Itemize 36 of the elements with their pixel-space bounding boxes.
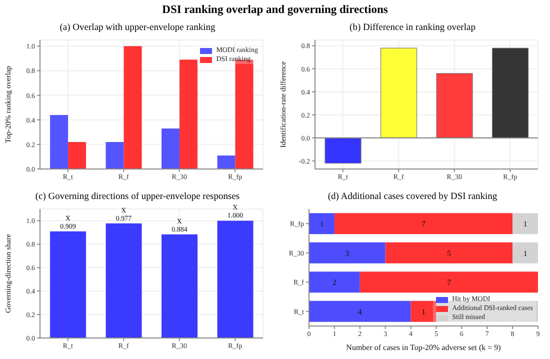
bar xyxy=(512,242,538,264)
data-label: 1 xyxy=(523,220,528,229)
data-label: 2 xyxy=(332,278,336,288)
chart-title: (d) Additional cases covered by DSI ranking xyxy=(326,192,498,202)
chart-title: (c) Governing directions of upper-envelope responses xyxy=(34,192,241,202)
bar xyxy=(385,242,513,264)
bar xyxy=(106,223,142,338)
data-label: 1 xyxy=(523,248,528,258)
data-label: 7 xyxy=(422,220,426,229)
bar xyxy=(309,300,411,322)
bar xyxy=(50,114,68,169)
text: DSI ranking overlap and governing directions xyxy=(161,3,389,18)
bar xyxy=(162,234,198,338)
bar xyxy=(309,213,334,234)
bar xyxy=(334,213,513,234)
chart-title: (a) Overlap with upper-envelope ranking xyxy=(58,23,216,33)
bar xyxy=(162,128,180,169)
x-axis-title: Number of cases in Top-20% adverse set (k = 9) xyxy=(346,343,502,352)
bar xyxy=(309,272,360,293)
bar xyxy=(106,142,124,169)
bar xyxy=(124,46,142,169)
data-label: 4 xyxy=(358,307,362,316)
data-label: 5 xyxy=(446,248,451,258)
bar xyxy=(68,142,86,169)
bar xyxy=(50,231,86,338)
bar xyxy=(360,272,538,293)
bar xyxy=(217,220,254,338)
data-label: 1 xyxy=(422,307,426,316)
bar xyxy=(512,213,538,234)
bar xyxy=(217,155,236,169)
data-label: 7 xyxy=(446,278,451,288)
chart-title: (b) Difference in ranking overlap xyxy=(348,23,476,33)
bar xyxy=(309,242,386,264)
data-label: 3 xyxy=(345,248,350,258)
bar xyxy=(180,60,198,169)
data-label: 1 xyxy=(320,220,324,229)
